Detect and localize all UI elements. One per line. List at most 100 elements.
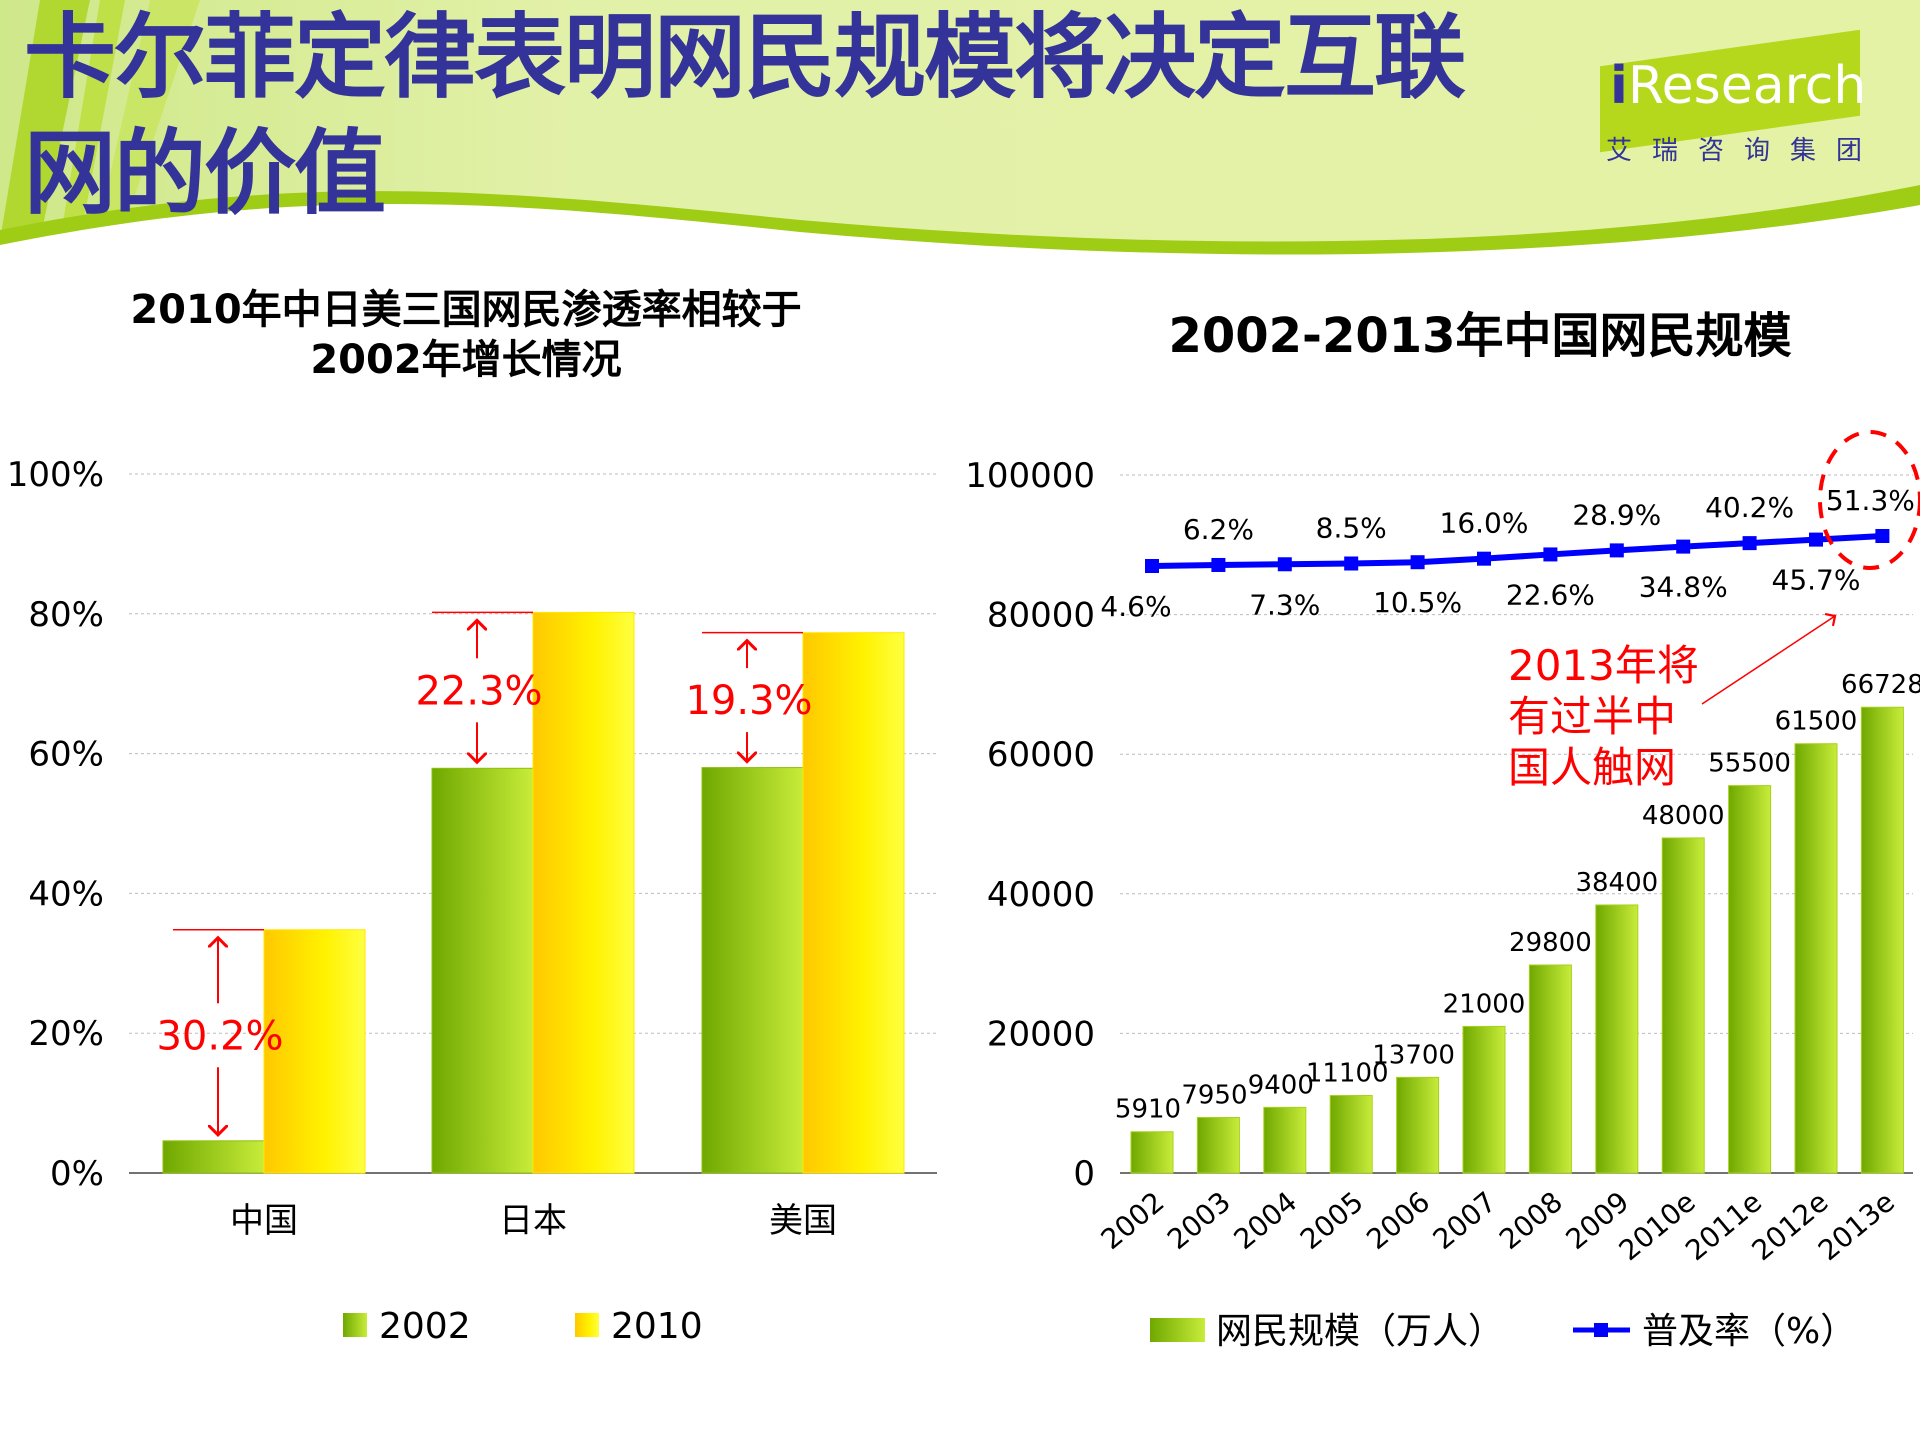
page-title-line1: 卡尔菲定律表明网民规模将决定互联 (24, 4, 1466, 111)
bar-value-label: 7950 (1181, 1081, 1247, 1111)
bar-value-label: 66728 (1841, 670, 1920, 700)
x-category-label: 2012e (1746, 1185, 1835, 1267)
header-banner: 卡尔菲定律表明网民规模将决定互联 网的价值 iResearch 艾瑞咨询集团 (0, 0, 1920, 260)
x-category-label: 中国 (230, 1201, 298, 1241)
y-tick-label: 100000 (965, 456, 1095, 496)
legend-label: 普及率（%） (1642, 1311, 1856, 1352)
rate-label: 45.7% (1772, 564, 1861, 597)
bar-2008 (1528, 964, 1572, 1174)
x-category-label: 2004 (1227, 1185, 1303, 1256)
y-tick-label: 20000 (987, 1014, 1095, 1054)
bar-value-label: 11100 (1306, 1059, 1389, 1089)
y-tick-label: 60% (28, 735, 104, 775)
bar-2003 (1196, 1117, 1240, 1174)
line-marker (1875, 529, 1890, 543)
bar-2005 (1329, 1095, 1373, 1174)
bar-value-label: 21000 (1443, 989, 1526, 1019)
x-category-label: 2002 (1095, 1185, 1171, 1256)
bar-2006 (1396, 1076, 1440, 1174)
x-category-label: 2007 (1427, 1185, 1503, 1256)
bar-value-label: 9400 (1248, 1070, 1314, 1100)
bar-value-label: 55500 (1708, 749, 1791, 779)
rate-label: 16.0% (1440, 507, 1529, 540)
line-marker (1410, 555, 1425, 570)
callout-text: 2013年将 (1508, 641, 1699, 690)
line-marker (1344, 556, 1359, 571)
y-tick-label: 80000 (987, 596, 1095, 636)
line-marker (1543, 547, 1558, 562)
legend-label: 2010 (611, 1306, 703, 1347)
line-marker (1145, 559, 1159, 573)
y-tick-label: 40% (28, 874, 104, 914)
page-title: 卡尔菲定律表明网民规模将决定互联 网的价值 (24, 0, 1466, 232)
legend-swatch-2010 (575, 1313, 599, 1337)
bar-2002-中国 (162, 1140, 265, 1174)
rate-label: 6.2% (1183, 513, 1254, 546)
line-marker (1277, 557, 1292, 572)
bar-2007 (1462, 1025, 1506, 1174)
y-tick-label: 100% (7, 455, 104, 495)
line-marker (1742, 536, 1757, 551)
x-category-label: 2008 (1493, 1185, 1569, 1256)
highlight-circle (1818, 430, 1920, 570)
callout-text: 国人触网 (1508, 743, 1676, 792)
y-tick-label: 80% (28, 595, 104, 635)
bar-2002 (1130, 1131, 1174, 1174)
legend-label: 2002 (379, 1306, 471, 1347)
bar-2004 (1263, 1106, 1307, 1174)
x-category-label: 日本 (499, 1201, 567, 1241)
legend-line-marker (1594, 1323, 1608, 1337)
callout-arrow-icon (1701, 616, 1835, 705)
y-tick-label: 40000 (987, 875, 1095, 915)
y-tick-label: 0 (1073, 1154, 1095, 1194)
bar-value-label: 5910 (1115, 1095, 1181, 1125)
callout-text: 有过半中 (1508, 692, 1676, 741)
left-chart-title: 2010年中日美三国网民渗透率相较于 2002年增长情况 (130, 287, 802, 383)
page-title-line2: 网的价值 (24, 120, 386, 227)
bar-value-label: 48000 (1642, 801, 1725, 831)
growth-annotation: 22.3% (415, 668, 542, 714)
right-chart-title: 2002-2013年中国网民规模 (1168, 308, 1792, 364)
growth-annotation: 19.3% (685, 678, 812, 724)
y-tick-label: 20% (28, 1014, 104, 1054)
rate-label: 28.9% (1572, 498, 1661, 531)
rate-label: 10.5% (1373, 586, 1462, 619)
x-category-label: 2013e (1812, 1185, 1901, 1267)
logo-subtitle: 艾瑞咨询集团 (1606, 136, 1883, 166)
line-marker (1676, 539, 1691, 554)
x-category-label: 美国 (769, 1201, 837, 1241)
x-category-label: 2003 (1161, 1185, 1237, 1256)
bar-2012e (1794, 743, 1838, 1174)
bar-2009 (1595, 904, 1639, 1174)
legend-label: 网民规模（万人） (1216, 1311, 1504, 1352)
growth-annotation: 30.2% (156, 1013, 283, 1059)
bar-2010-美国 (802, 632, 905, 1174)
bar-value-label: 29800 (1509, 928, 1592, 958)
line-marker (1609, 543, 1624, 558)
bar-2002-美国 (701, 767, 804, 1174)
legend-swatch-bar (1150, 1318, 1205, 1342)
rate-label: 34.8% (1639, 571, 1728, 604)
bar-value-label: 38400 (1575, 868, 1658, 898)
rate-label: 7.3% (1249, 588, 1320, 621)
rate-label: 40.2% (1705, 491, 1794, 524)
bar-2011e (1728, 785, 1772, 1174)
bar-value-label: 13700 (1372, 1040, 1455, 1070)
rate-label: 22.6% (1506, 578, 1595, 611)
bar-2002-日本 (431, 767, 534, 1174)
line-marker (1477, 551, 1491, 566)
line-marker (1211, 557, 1226, 572)
bar-2010e (1661, 837, 1705, 1174)
x-category-label: 2006 (1360, 1185, 1436, 1256)
x-category-label: 2011e (1679, 1185, 1768, 1267)
x-category-label: 2005 (1294, 1185, 1370, 1256)
x-category-label: 2010e (1613, 1185, 1702, 1267)
bar-2010-日本 (532, 611, 635, 1174)
rate-label: 8.5% (1316, 511, 1387, 544)
bar-2013e (1860, 706, 1904, 1174)
penetration-rate-line (1151, 533, 1883, 569)
rate-label: 51.3% (1826, 484, 1915, 517)
y-tick-label: 60000 (987, 735, 1095, 775)
bar-value-label: 61500 (1775, 707, 1858, 737)
